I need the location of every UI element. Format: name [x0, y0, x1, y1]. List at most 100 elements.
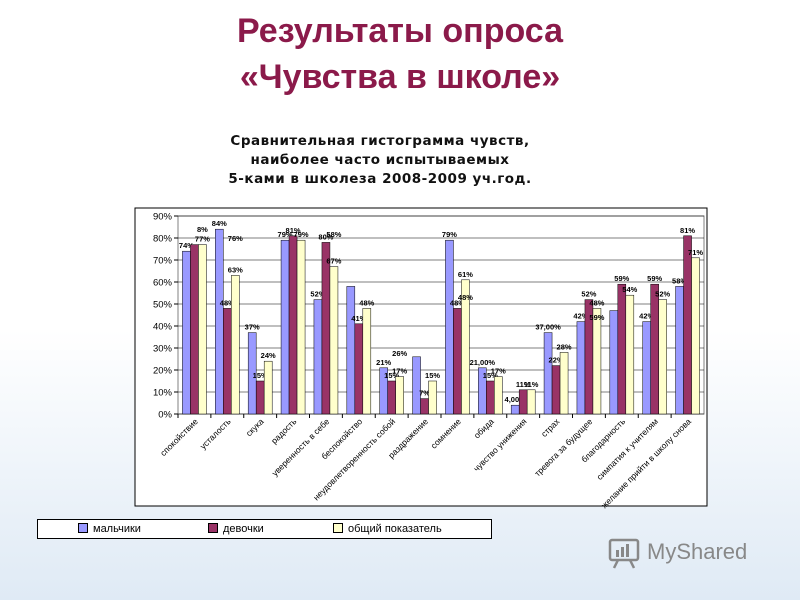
chart-title-line1: Сравнительная гистограмма чувств, [230, 133, 530, 149]
bar [263, 360, 273, 415]
bar-chart: 0%10%20%30%40%50%60%70%80%90%74%77%споко… [134, 207, 708, 510]
bar [543, 332, 553, 415]
data-label: 63% [228, 265, 243, 274]
bar [461, 279, 470, 415]
bar [198, 244, 207, 415]
y-tick-label: 70% [153, 256, 173, 267]
data-label: 37,00% [535, 323, 561, 332]
bar [346, 286, 356, 415]
myshared-logo: MyShared [607, 536, 777, 572]
data-label: 11% [524, 380, 539, 389]
data-label: 21,00% [470, 358, 496, 367]
bar [362, 308, 372, 415]
data-label: 67% [326, 257, 341, 266]
data-label: 7% [419, 389, 430, 398]
bar [592, 308, 602, 415]
y-tick-label: 20% [153, 366, 173, 377]
data-label: 15% [253, 371, 268, 380]
bar [420, 398, 429, 415]
data-label: 81% [286, 226, 301, 235]
legend-swatch-total [333, 523, 343, 534]
bar [445, 239, 454, 415]
data-label: 59% [614, 274, 629, 283]
data-label: 41% [351, 314, 366, 323]
bar [494, 376, 503, 415]
bar [280, 239, 290, 415]
chart-title-line3: 5-ками в школеза 2008-2009 уч.год. [228, 171, 532, 187]
bar [412, 356, 421, 415]
bar [576, 321, 586, 415]
data-label: 59% [589, 313, 604, 322]
data-label: 76% [228, 234, 243, 243]
bar [329, 266, 339, 415]
data-label: 48% [450, 298, 465, 307]
legend-label-girls: девочки [223, 523, 264, 535]
data-label: 4,00% [505, 395, 527, 404]
data-label: 17% [491, 367, 506, 376]
data-label: 15% [384, 371, 399, 380]
chart-title: Сравнительная гистограмма чувств, наибол… [200, 132, 560, 189]
bar [691, 257, 700, 415]
bar [215, 228, 224, 415]
data-label: 42% [639, 312, 654, 321]
y-tick-label: 0% [158, 410, 172, 421]
data-label: 15% [483, 371, 498, 380]
legend-item-boys: мальчики [78, 522, 141, 536]
legend-swatch-boys [78, 523, 88, 534]
data-label: 8% [197, 225, 208, 234]
legend-item-girls: девочки [208, 522, 264, 536]
data-label: 84% [212, 219, 227, 228]
legend-label-boys: мальчики [93, 523, 141, 535]
bar [675, 286, 684, 415]
bar [247, 332, 257, 415]
bar [255, 380, 265, 415]
data-label: 21% [376, 358, 391, 367]
bar [486, 380, 495, 415]
bar [313, 299, 323, 415]
slide-title: Результаты опроса «Чувства в школе» [0, 8, 800, 100]
data-label: 42% [573, 312, 588, 321]
bar [658, 299, 667, 415]
legend-swatch-girls [208, 523, 218, 534]
data-label: 81% [680, 226, 695, 235]
data-label: 48% [359, 298, 374, 307]
bar [231, 275, 240, 415]
data-label: 52% [310, 290, 325, 299]
chart-title-line2: наиболее часто испытываемых [250, 152, 510, 168]
bar [182, 250, 191, 415]
bar [321, 242, 331, 415]
data-label: 15% [425, 371, 440, 380]
data-label: 59% [647, 274, 662, 283]
legend-item-total: общий показатель [333, 522, 442, 536]
bar [453, 308, 462, 415]
bar [354, 323, 364, 415]
bar [650, 283, 659, 415]
data-label: 79% [278, 230, 293, 239]
data-label: 52% [655, 290, 670, 299]
bar [617, 283, 627, 415]
logo-text: MyShared [647, 539, 748, 564]
data-label: 61% [458, 270, 473, 279]
chart-legend: мальчики девочки общий показатель [37, 519, 492, 539]
y-tick-label: 60% [153, 278, 173, 289]
y-tick-label: 90% [153, 212, 173, 223]
bar [296, 239, 306, 415]
bar [190, 244, 199, 415]
y-tick-label: 80% [153, 234, 173, 245]
data-label: 80% [318, 232, 333, 241]
y-tick-label: 30% [153, 344, 173, 355]
bar [395, 376, 404, 415]
data-label: 79% [442, 230, 457, 239]
presentation-icon [608, 538, 640, 569]
legend-label-total: общий показатель [348, 523, 442, 535]
data-label: 48% [589, 298, 604, 307]
data-label: 26% [392, 349, 407, 358]
bar [288, 235, 298, 415]
bar [559, 352, 569, 415]
y-tick-label: 50% [153, 300, 173, 311]
data-label: 48% [458, 293, 473, 302]
bar [683, 235, 692, 415]
bar [526, 389, 536, 415]
data-label: 52% [581, 290, 596, 299]
bar [223, 308, 232, 415]
